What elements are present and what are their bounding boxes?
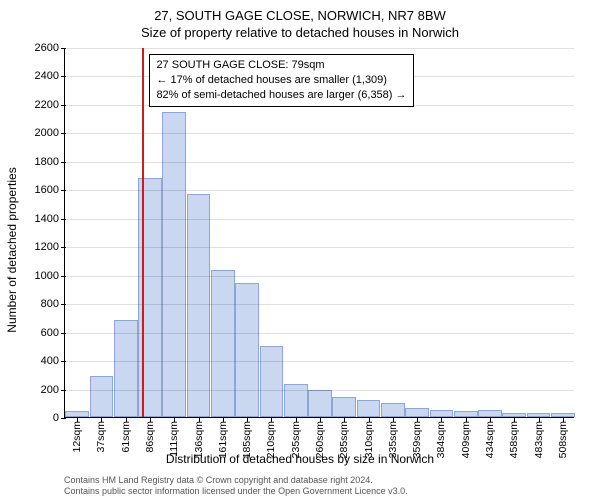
y-tick: 400 — [41, 355, 65, 367]
chart-container: 27, SOUTH GAGE CLOSE, NORWICH, NR7 8BW S… — [0, 0, 600, 500]
x-tick-mark — [563, 417, 564, 422]
x-tick-mark — [199, 417, 200, 422]
histogram-bar — [187, 194, 211, 417]
y-tick: 2000 — [35, 127, 65, 139]
y-tick: 800 — [41, 298, 65, 310]
x-tick: 86sqm — [144, 417, 156, 453]
y-axis-label: Number of detached properties — [5, 167, 19, 332]
histogram-bar — [260, 346, 284, 417]
histogram-bar — [332, 397, 356, 417]
y-tick: 1800 — [35, 156, 65, 168]
x-tick-mark — [393, 417, 394, 422]
annotation-line: ← 17% of detached houses are smaller (1,… — [156, 73, 406, 88]
histogram-bar — [308, 390, 332, 417]
x-tick-mark — [223, 417, 224, 422]
x-tick-mark — [466, 417, 467, 422]
gridline — [65, 304, 574, 305]
gridline — [65, 133, 574, 134]
histogram-bar — [357, 400, 381, 417]
y-tick: 1000 — [35, 270, 65, 282]
histogram-bar — [211, 270, 235, 417]
gridline — [65, 390, 574, 391]
histogram-bar — [162, 112, 186, 417]
annotation-line: 82% of semi-detached houses are larger (… — [156, 88, 406, 103]
histogram-bar — [478, 410, 502, 417]
x-tick-mark — [174, 417, 175, 422]
x-tick-mark — [77, 417, 78, 422]
x-tick-mark — [101, 417, 102, 422]
x-tick: 12sqm — [71, 417, 83, 453]
x-tick-mark — [320, 417, 321, 422]
gridline — [65, 333, 574, 334]
gridline — [65, 162, 574, 163]
x-tick: 111sqm — [168, 417, 180, 457]
gridline — [65, 48, 574, 49]
y-tick: 600 — [41, 327, 65, 339]
y-tick: 2600 — [35, 42, 65, 54]
property-marker-line — [142, 48, 144, 417]
annotation-box: 27 SOUTH GAGE CLOSE: 79sqm← 17% of detac… — [149, 54, 413, 107]
plot-area: 0200400600800100012001400160018002000220… — [64, 48, 574, 418]
annotation-line: 27 SOUTH GAGE CLOSE: 79sqm — [156, 58, 406, 73]
y-tick: 2400 — [35, 70, 65, 82]
x-tick-mark — [296, 417, 297, 422]
y-tick: 2200 — [35, 99, 65, 111]
x-tick-mark — [247, 417, 248, 422]
chart-subtitle: Size of property relative to detached ho… — [0, 25, 600, 44]
gridline — [65, 361, 574, 362]
gridline — [65, 247, 574, 248]
histogram-bar — [90, 376, 114, 417]
x-tick-mark — [539, 417, 540, 422]
y-tick: 0 — [53, 412, 65, 424]
x-tick-mark — [417, 417, 418, 422]
x-tick-mark — [150, 417, 151, 422]
y-tick: 1400 — [35, 213, 65, 225]
x-axis-label: Distribution of detached houses by size … — [0, 452, 600, 466]
x-tick-mark — [514, 417, 515, 422]
x-tick: 61sqm — [120, 417, 132, 453]
histogram-bar — [381, 403, 405, 417]
x-tick-mark — [369, 417, 370, 422]
x-tick-mark — [126, 417, 127, 422]
footer-line-1: Contains HM Land Registry data © Crown c… — [64, 475, 600, 487]
x-tick-mark — [271, 417, 272, 422]
gridline — [65, 219, 574, 220]
y-tick: 1200 — [35, 241, 65, 253]
y-tick: 200 — [41, 384, 65, 396]
y-tick: 1600 — [35, 184, 65, 196]
histogram-bar — [430, 410, 454, 417]
x-tick-mark — [490, 417, 491, 422]
x-tick: 37sqm — [95, 417, 107, 453]
gridline — [65, 276, 574, 277]
x-tick-mark — [441, 417, 442, 422]
footer-attribution: Contains HM Land Registry data © Crown c… — [0, 475, 600, 498]
chart-title: 27, SOUTH GAGE CLOSE, NORWICH, NR7 8BW — [0, 0, 600, 25]
x-tick-mark — [344, 417, 345, 422]
histogram-bar — [405, 408, 429, 417]
histogram-bar — [114, 320, 138, 417]
footer-line-2: Contains public sector information licen… — [64, 486, 600, 498]
gridline — [65, 190, 574, 191]
